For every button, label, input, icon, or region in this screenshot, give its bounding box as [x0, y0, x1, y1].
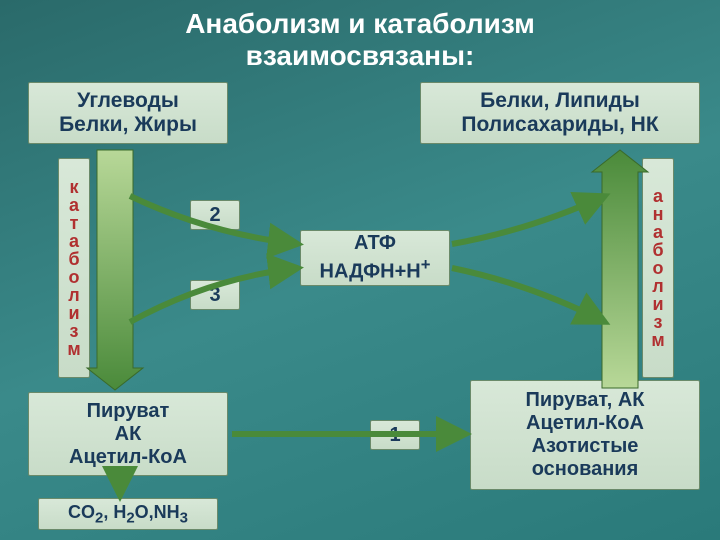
label: Углеводы	[77, 89, 179, 113]
vertical-label-anabolism: анаболизм	[642, 158, 674, 378]
label: 2	[209, 204, 220, 227]
box-pyruvate-right: Пируват, АК Ацетил-КоА Азотистые основан…	[470, 380, 700, 490]
vertical-label-catabolism: катаболизм	[58, 158, 90, 378]
label: НАДФН+Н+	[320, 255, 431, 284]
box-products-right: Белки, Липиды Полисахариды, НК	[420, 82, 700, 144]
label: основания	[532, 458, 639, 481]
label: Ацетил-КоА	[69, 446, 187, 469]
step-1: 1	[370, 420, 420, 450]
step-3: 3	[190, 280, 240, 310]
label: Полисахариды, НК	[461, 113, 658, 137]
title-line2: взаимосвязаны:	[246, 40, 475, 71]
label: CO2, H2O,NH3	[68, 502, 188, 527]
diagram-title: Анаболизм и катаболизм взаимосвязаны:	[0, 0, 720, 72]
label: АК	[115, 423, 142, 446]
label: Ацетил-КоА	[526, 412, 644, 435]
label: 1	[389, 424, 400, 447]
box-co2-h2o-nh3: CO2, H2O,NH3	[38, 498, 218, 530]
box-pyruvate-left: Пируват АК Ацетил-КоА	[28, 392, 228, 476]
step-2: 2	[190, 200, 240, 230]
box-substrates-left: Углеводы Белки, Жиры	[28, 82, 228, 144]
label: Пируват	[87, 400, 170, 423]
label: АТФ	[354, 232, 396, 255]
label: 3	[209, 284, 220, 307]
label: Азотистые	[532, 435, 639, 458]
title-line1: Анаболизм и катаболизм	[185, 8, 535, 39]
box-atp-nadph: АТФ НАДФН+Н+	[300, 230, 450, 286]
label: Белки, Липиды	[480, 89, 640, 113]
label: Белки, Жиры	[59, 113, 197, 137]
label: Пируват, АК	[526, 389, 645, 412]
